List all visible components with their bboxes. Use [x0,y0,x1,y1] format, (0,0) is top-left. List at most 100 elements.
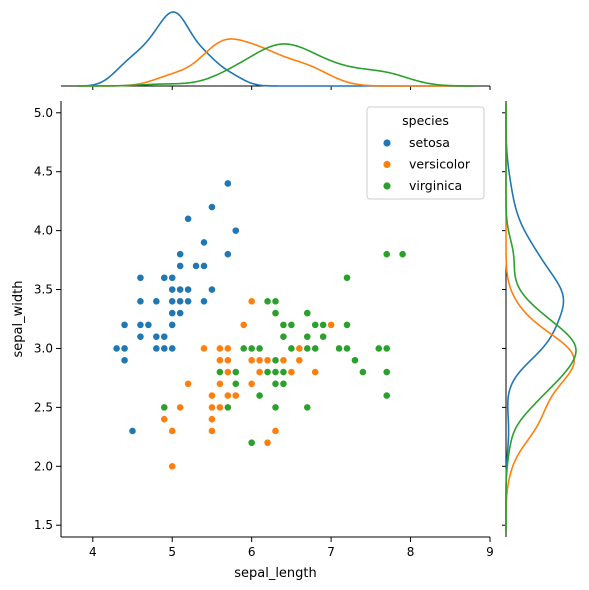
scatter-point-setosa [200,297,208,306]
right-marginal-kde [502,101,577,537]
scatter-point-virginica [343,344,351,353]
scatter-point-versicolor [247,356,256,365]
scatter-point-virginica [231,368,240,376]
scatter-point-virginica [319,320,328,329]
scatter-point-setosa [223,179,232,188]
scatter-point-virginica [255,344,264,353]
scatter-point-versicolor [247,297,256,306]
scatter-point-virginica [239,344,248,353]
x-tick-label: 6 [248,545,256,559]
y-tick-label: 2.0 [34,459,53,473]
y-tick-label: 2.5 [34,400,53,414]
scatter-point-virginica [335,344,343,353]
scatter-point-versicolor [295,356,304,365]
scatter-point-versicolor [208,427,216,435]
scatter-point-virginica [263,297,272,306]
scatter-point-versicolor [215,379,224,388]
scatter-point-setosa [200,238,208,247]
y-tick-label: 5.0 [34,106,53,120]
scatter-point-setosa [128,427,137,435]
scatter-point-setosa [168,320,177,329]
legend-marker-virginica [383,182,391,190]
scatter-point-versicolor [215,403,224,412]
legend-label: setosa [409,135,450,150]
scatter-point-setosa [223,250,232,259]
top-marginal-kde [61,11,491,90]
legend-box [366,106,485,200]
scatter-point-virginica [279,379,288,388]
scatter-point-virginica [279,320,288,329]
scatter-point-versicolor [327,320,336,329]
scatter-point-versicolor [239,320,248,329]
scatter-point-virginica [223,403,232,412]
scatter-point-versicolor [279,356,288,365]
scatter-point-virginica [263,368,272,376]
scatter-point-virginica [231,379,240,388]
scatter-point-versicolor [223,368,232,376]
scatter-point-setosa [120,356,129,365]
scatter-point-setosa [168,297,177,306]
scatter-point-virginica [382,344,391,353]
scatter-point-versicolor [255,356,264,365]
scatter-point-virginica [303,332,312,341]
x-axis-ticks: 4 5 6 7 8 9 [89,537,494,559]
scatter-point-virginica [303,344,312,353]
top-kde-versicolor [76,38,475,87]
scatter-point-virginica [271,356,280,365]
scatter-point-virginica [303,309,312,318]
scatter-point-versicolor [263,356,272,365]
scatter-point-versicolor [263,438,272,447]
scatter-point-setosa [176,309,185,318]
legend-label: versicolor [409,157,471,172]
y-axis-label: sepal_width [11,281,26,358]
scatter-point-versicolor [160,415,169,424]
scatter-point-virginica [271,403,280,412]
scatter-point-virginica [382,368,391,376]
scatter-point-virginica [303,403,312,412]
top-kde-setosa [76,11,475,87]
y-tick-label: 1.5 [34,518,53,532]
scatter-point-virginica [255,391,264,400]
legend-marker-versicolor [383,160,391,169]
x-tick-label: 8 [407,545,415,559]
scatter-point-setosa [152,297,161,306]
scatter-point-setosa [112,344,121,353]
scatter-point-setosa [176,262,185,270]
scatter-point-versicolor [223,356,232,365]
scatter-point-versicolor [215,356,224,365]
scatter-point-setosa [184,214,193,223]
y-tick-label: 3.0 [34,341,53,355]
scatter-point-setosa [160,344,169,353]
scatter-point-versicolor [271,427,280,435]
legend-marker-setosa [383,139,391,147]
scatter-point-virginica [271,379,280,388]
scatter-point-versicolor [168,427,177,435]
x-tick-label: 4 [89,545,97,559]
y-tick-label: 4.0 [34,224,53,238]
scatter-point-versicolor [247,379,256,388]
scatter-point-setosa [176,250,185,259]
scatter-point-versicolor [255,368,264,376]
scatter-point-versicolor [200,344,208,353]
scatter-point-versicolor [208,403,216,412]
top-kde-virginica [76,43,475,87]
scatter-point-setosa [136,297,145,306]
scatter-point-setosa [184,285,193,294]
scatter-point-virginica [247,438,256,447]
scatter-point-setosa [136,332,145,341]
scatter-point-setosa [231,226,240,235]
legend-label: virginica [409,178,462,193]
x-tick-label: 9 [486,545,494,559]
scatter-point-virginica [160,403,169,412]
scatter-point-setosa [208,285,216,294]
scatter-point-versicolor [311,368,320,376]
scatter-point-virginica [351,356,359,365]
scatter-point-setosa [160,273,169,282]
scatter-point-virginica [271,368,280,376]
scatter-point-versicolor [208,391,216,400]
scatter-point-virginica [271,297,280,306]
scatter-point-setosa [120,320,129,329]
scatter-point-setosa [168,285,177,294]
scatter-point-virginica [358,368,367,376]
